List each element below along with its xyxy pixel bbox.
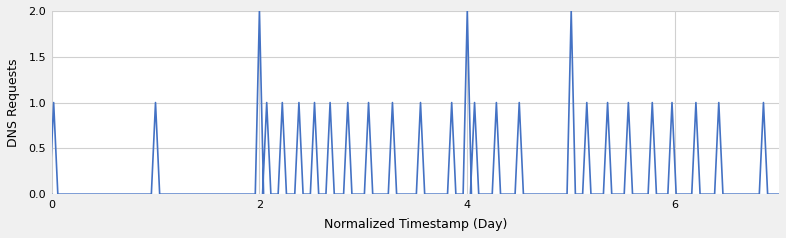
X-axis label: Normalized Timestamp (Day): Normalized Timestamp (Day) [324,218,507,231]
Y-axis label: DNS Requests: DNS Requests [7,58,20,147]
